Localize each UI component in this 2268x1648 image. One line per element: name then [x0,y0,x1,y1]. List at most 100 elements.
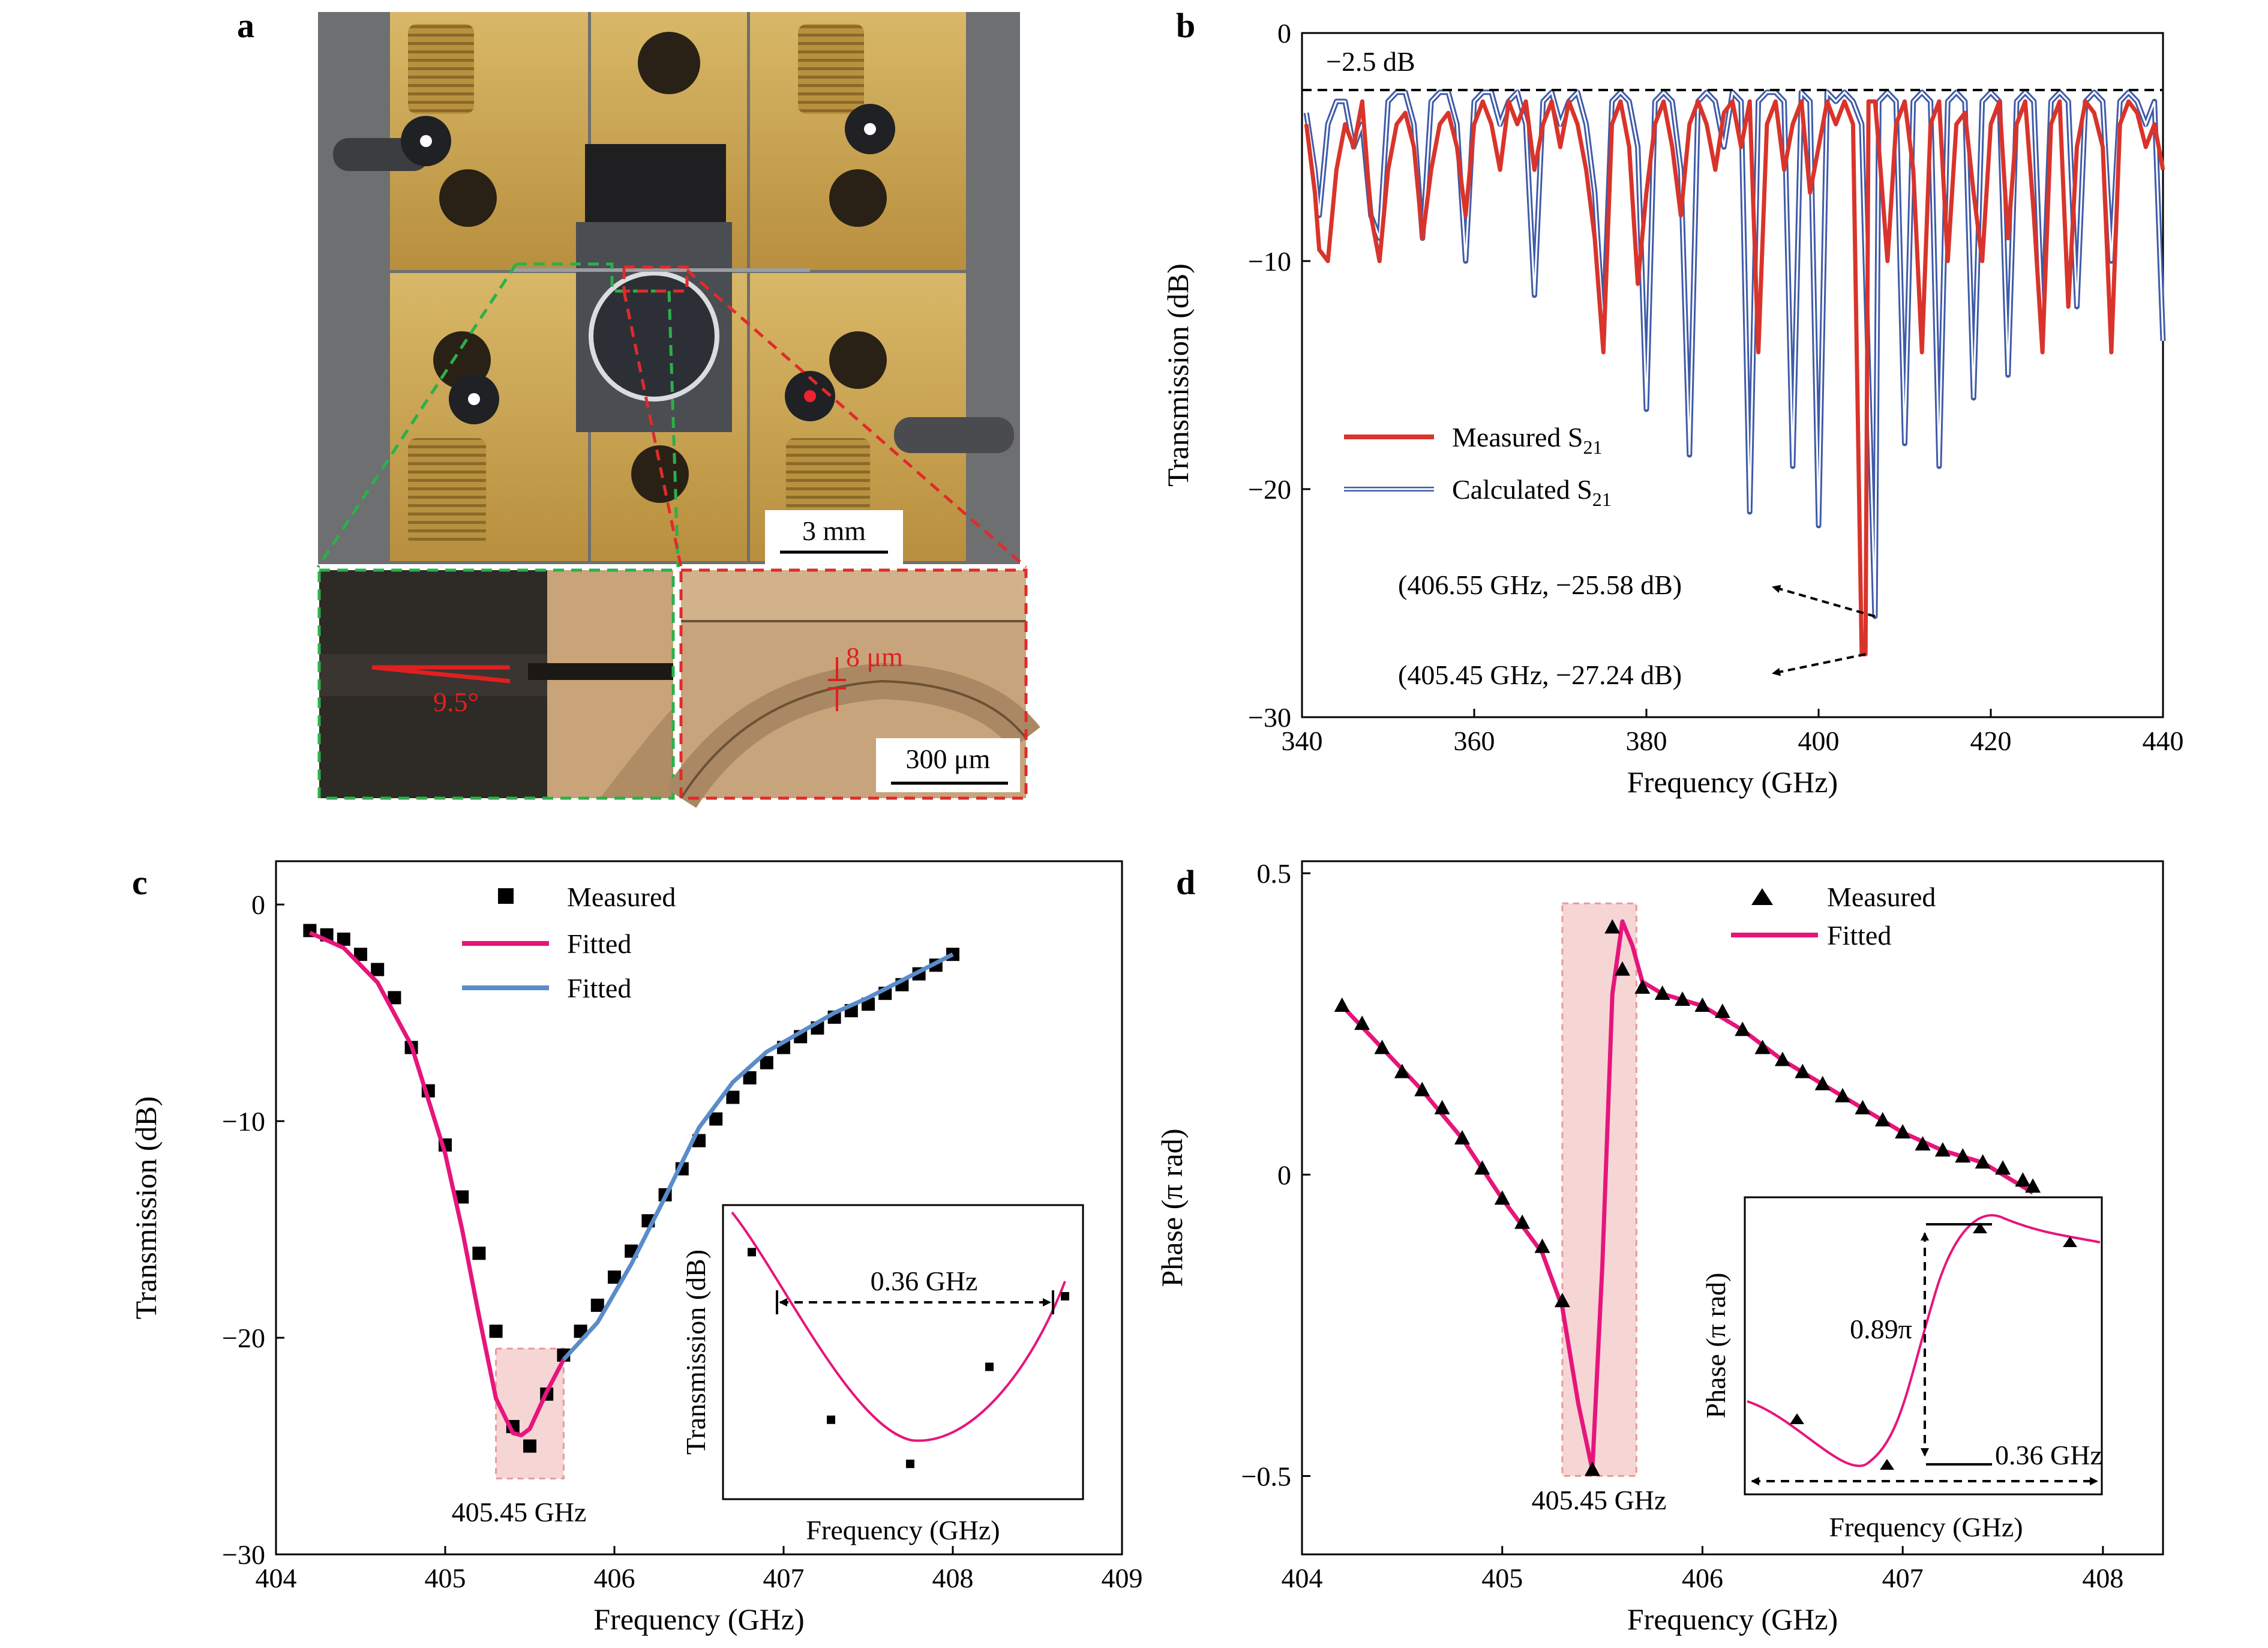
series-calculated-s21-core [1305,90,2164,617]
panel-letter-d: d [1176,863,1195,902]
legend-c-fitted-2: Fitted [567,973,631,1003]
svg-text:Calculated S21: Calculated S21 [1452,474,1612,510]
y-tick-label: 0.5 [1257,858,1292,889]
inset-d-point [1973,1222,1987,1233]
plot-frame [1301,32,2164,718]
inset-resonator: 8 μm 300 μm [665,568,1040,808]
legend-d-fitted: Fitted [1827,920,1891,951]
y-tick-label: −10 [1248,246,1291,277]
measured-point [1895,1123,1911,1138]
x-axis-label: Frequency (GHz) [593,1602,804,1636]
panel-letter-c: c [132,863,148,902]
legend-calculated-label: Calculated S [1452,474,1592,505]
y-tick-label: −20 [222,1323,265,1353]
inset-c: 0.36 GHz Frequency (GHz) Transmission (d… [680,1204,1084,1545]
x-axis-label: Frequency (GHz) [1627,765,1838,799]
x-tick-label: 420 [1970,726,2012,756]
measured-point [1955,1148,1971,1163]
measured-point [1434,1099,1450,1114]
annotation-405-45: (405.45 GHz, −27.24 dB) [1398,660,1682,690]
y-axis-label: Transmission (dB) [129,1096,163,1320]
y-tick-label: −10 [222,1106,265,1137]
measured-point [1714,1003,1730,1018]
measured-point [1554,1293,1570,1308]
inset-c-point [985,1362,994,1371]
highlight-region [495,1347,565,1480]
x-tick-label: 340 [1282,726,1323,756]
inset-c-xlabel: Frequency (GHz) [806,1515,1000,1545]
panel-a: a [237,6,1040,808]
inset-d-point [1790,1413,1804,1424]
y-tick-label: −20 [1248,474,1291,505]
inset-c-point [906,1460,914,1469]
annotation-arrow-1 [1772,585,1876,618]
highlight-label-d: 405.45 GHz [1532,1485,1667,1515]
measured-point [1995,1160,2011,1175]
inset-c-point [1061,1292,1069,1301]
legend-measured-marker [1751,888,1773,905]
inset-c-frame [722,1204,1084,1500]
measured-point [388,991,401,1005]
measured-point [2025,1178,2041,1193]
measured-point [337,932,350,946]
highlight-region [1561,902,1637,1477]
panel-letter-b: b [1176,6,1195,45]
legend-sub-1: 21 [1583,436,1602,458]
series-fitted-blue [562,952,954,1361]
x-tick-label: 407 [763,1563,805,1593]
inset-d-xlabel: Frequency (GHz) [1829,1512,2023,1542]
gap-label: 8 μm [846,642,903,672]
inset-d-ylabel: Phase (π rad) [1700,1273,1731,1419]
legend-measured-marker [498,888,514,904]
x-tick-label: 405 [425,1563,466,1593]
measured-point [1675,991,1691,1006]
inset-c-point [748,1248,756,1257]
measured-point [1354,1015,1370,1030]
measured-point [1795,1063,1811,1078]
angle-label: 9.5° [433,687,479,717]
series-fitted-pink [308,930,566,1437]
measured-point [1915,1136,1931,1151]
inset-d: 0.89π 0.36 GHz Frequency (GHz) Phase (π … [1700,1196,2103,1542]
measured-point [1394,1063,1410,1078]
plot-frame [1301,860,2164,1556]
measured-point [1934,1142,1951,1157]
scalebar-main-label: 3 mm [802,516,866,546]
measured-point [1474,1160,1490,1175]
measured-point [1835,1087,1851,1102]
measured-point [590,1298,604,1312]
y-tick-label: 0 [1277,1159,1291,1190]
measured-point [371,963,385,976]
x-tick-label: 408 [932,1563,974,1593]
x-tick-label: 406 [1682,1563,1723,1593]
measured-point [1584,1461,1600,1476]
legend-measured-label: Measured S [1452,422,1583,453]
legend-c-fitted-1: Fitted [567,928,631,959]
x-tick-label: 405 [1481,1563,1523,1593]
measured-point [1694,997,1711,1012]
measured-point [709,1112,723,1126]
x-tick-label: 407 [1882,1563,1924,1593]
measured-point [455,1190,469,1204]
zoom-guides [316,262,1027,568]
svg-text:Measured S21: Measured S21 [1452,422,1602,458]
measured-point [1814,1075,1831,1090]
inset-c-point [827,1415,835,1424]
measured-point [1754,1039,1771,1054]
x-tick-label: 380 [1626,726,1667,756]
x-tick-label: 404 [1282,1563,1323,1593]
inset-d-phase-label: 0.89π [1850,1314,1912,1344]
y-tick-label: 0 [1277,18,1291,49]
legend-d: Measured Fitted [1731,882,1936,951]
y-tick-label: −30 [1248,702,1291,733]
measured-point [608,1271,621,1284]
measured-point [1614,961,1630,976]
measured-point [1855,1099,1871,1114]
plot-frame [275,860,1123,1556]
legend-c-measured: Measured [567,882,676,912]
annotation-arrow-2 [1772,653,1866,676]
scalebar-inset-label: 300 μm [906,744,991,774]
measured-point [743,1071,757,1084]
measured-point [1774,1051,1790,1066]
